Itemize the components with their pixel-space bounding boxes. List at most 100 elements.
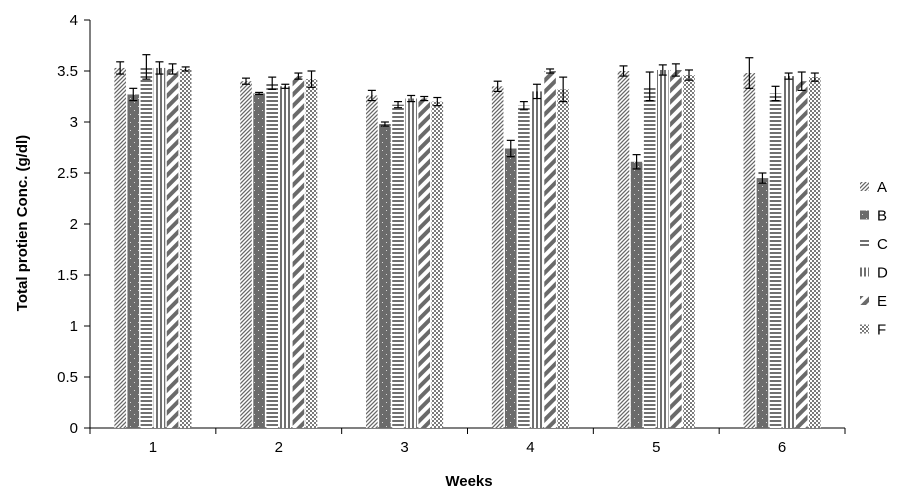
error-bar-E-week-6	[797, 71, 806, 91]
legend-label-D: D	[877, 265, 888, 282]
y-tick-label: 0.5	[57, 369, 78, 386]
error-bar-D-week-2	[281, 83, 290, 89]
legend-swatch-B	[860, 210, 869, 220]
bar-A-week-4	[491, 86, 504, 429]
x-tick-label: 2	[275, 439, 283, 456]
error-bar-D-week-1	[155, 61, 164, 75]
x-tick-label: 4	[526, 439, 534, 456]
bar-F-week-6	[809, 77, 821, 429]
error-bar-E-week-5	[671, 63, 680, 77]
error-bar-B-week-5	[632, 154, 641, 170]
bar-D-week-2	[279, 86, 292, 429]
error-bar-A-week-5	[619, 65, 628, 77]
bar-A-week-5	[617, 71, 630, 428]
y-tick-label: 1	[70, 318, 78, 335]
bar-F-week-3	[431, 101, 444, 428]
error-bar-A-week-3	[367, 89, 376, 102]
error-bar-A-week-2	[242, 77, 250, 85]
error-bar-C-week-6	[771, 85, 780, 102]
bar-A-week-6	[743, 73, 756, 428]
bar-A-week-3	[366, 95, 378, 428]
bar-E-week-4	[544, 71, 556, 428]
bar-B-week-5	[630, 161, 643, 428]
error-bar-A-week-1	[116, 61, 125, 75]
bar-C-week-6	[769, 93, 782, 428]
y-tick-label: 1.5	[57, 267, 78, 284]
bar-D-week-3	[405, 98, 417, 428]
x-axis-title: Weeks	[445, 473, 492, 490]
y-tick-label: 4	[70, 12, 78, 29]
x-tick-label: 5	[652, 439, 660, 456]
legend-item-D: D	[860, 265, 888, 282]
bar-E-week-6	[795, 81, 808, 428]
error-bar-D-week-5	[658, 64, 667, 76]
x-tick-label: 6	[778, 439, 786, 456]
bar-F-week-4	[557, 89, 569, 429]
y-tick-label: 3	[70, 114, 78, 131]
error-bar-D-week-6	[784, 72, 793, 80]
bar-B-week-6	[756, 178, 769, 428]
legend-swatch-E	[860, 296, 869, 305]
y-axis-title: Total protien Conc. (g/dl)	[14, 135, 31, 311]
legend-item-A: A	[860, 179, 887, 196]
legend-item-B: B	[860, 208, 887, 225]
bar-F-week-2	[305, 79, 318, 428]
bar-D-week-5	[657, 69, 669, 428]
bar-C-week-2	[266, 83, 278, 429]
error-bar-B-week-2	[255, 91, 264, 96]
bar-E-week-5	[670, 69, 682, 428]
bar-C-week-4	[518, 105, 530, 429]
bar-C-week-3	[392, 104, 404, 428]
error-bar-E-week-3	[420, 95, 429, 102]
error-bar-E-week-2	[294, 72, 303, 80]
bar-C-week-1	[140, 66, 153, 429]
bar-D-week-1	[153, 67, 166, 428]
legend-label-E: E	[877, 293, 887, 310]
legend-label-B: B	[877, 208, 887, 225]
error-bar-F-week-3	[433, 96, 442, 107]
error-bar-A-week-6	[745, 57, 754, 89]
legend-item-C: C	[860, 236, 888, 253]
error-bar-B-week-6	[758, 172, 767, 184]
bar-F-week-5	[683, 75, 695, 428]
bar-C-week-5	[643, 86, 656, 429]
error-bar-D-week-3	[407, 94, 416, 103]
legend-label-A: A	[877, 179, 887, 196]
error-bar-F-week-5	[685, 69, 693, 81]
bar-D-week-4	[531, 91, 543, 429]
bar-D-week-6	[782, 76, 795, 428]
y-tick-label: 3.5	[57, 63, 78, 80]
legend-swatch-C	[860, 239, 869, 248]
bar-A-week-2	[240, 81, 252, 428]
legend-item-E: E	[860, 293, 887, 310]
error-bar-D-week-4	[532, 83, 541, 100]
bar-B-week-4	[504, 148, 517, 428]
x-tick-label: 1	[149, 439, 157, 456]
bar-E-week-1	[166, 68, 179, 429]
error-bar-F-week-2	[307, 70, 316, 88]
bar-B-week-2	[253, 93, 265, 428]
error-bar-A-week-4	[493, 80, 502, 93]
bar-E-week-2	[292, 76, 305, 428]
error-bar-C-week-3	[394, 100, 403, 109]
error-bar-E-week-4	[546, 68, 555, 74]
bar-series-group	[114, 54, 821, 429]
error-bar-F-week-1	[181, 66, 190, 72]
y-tick-label: 2.5	[57, 165, 78, 182]
error-bar-C-week-1	[142, 54, 151, 80]
error-bar-C-week-2	[268, 76, 277, 90]
error-bar-F-week-6	[810, 72, 819, 82]
bar-A-week-1	[114, 67, 126, 428]
error-bar-E-week-1	[168, 63, 177, 75]
error-bar-B-week-1	[129, 87, 138, 102]
y-tick-label: 0	[70, 420, 78, 437]
legend-swatch-F	[860, 324, 869, 334]
bar-B-week-3	[379, 124, 391, 428]
bar-B-week-1	[127, 94, 140, 429]
x-tick-label: 3	[400, 439, 408, 456]
error-bar-C-week-5	[645, 71, 654, 102]
error-bar-B-week-3	[380, 121, 389, 127]
bar-E-week-3	[418, 98, 431, 428]
legend-item-F: F	[860, 322, 886, 339]
